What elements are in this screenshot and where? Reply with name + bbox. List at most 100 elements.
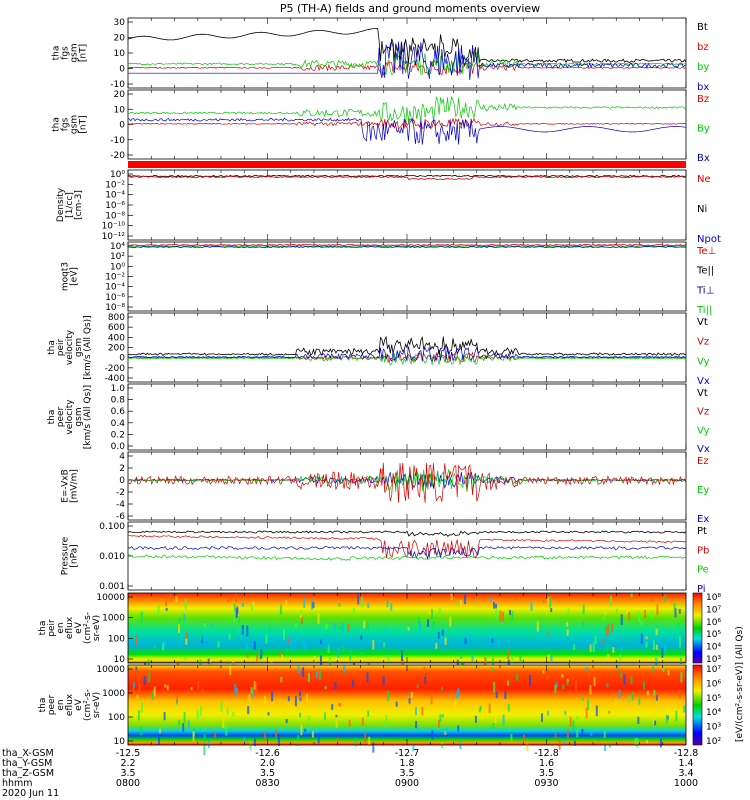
spectrogram-cell — [367, 623, 369, 632]
spectrogram-cell — [200, 706, 203, 716]
legend-Ez: Ez — [697, 456, 709, 467]
spectrogram-cell — [339, 703, 342, 707]
colorbar-tick: 10² — [706, 737, 721, 747]
legend-Bt: Bt — [697, 22, 708, 33]
spectrogram-cell — [372, 639, 375, 650]
legend-Pt: Pt — [697, 526, 707, 537]
spectrogram-cell — [297, 734, 299, 740]
spectrogram-cell — [283, 628, 285, 640]
spectrogram-cell — [184, 598, 187, 610]
spectrogram-cell — [456, 708, 459, 713]
spectrogram-cell — [158, 734, 160, 745]
spectrogram-cell — [674, 608, 677, 618]
spectrogram-cell — [507, 680, 510, 686]
panel-pressure: 0.100 0.010 0.001 Pressure [nPa] Pt Pb Pe Pi — [61, 521, 709, 595]
spectrogram-cell — [682, 658, 684, 662]
y-tick-label: -400 — [105, 374, 126, 384]
legend-By: By — [697, 124, 710, 135]
spectrogram-cell — [444, 637, 447, 645]
spectrogram-cell — [628, 696, 631, 703]
panel-peer_eflux: 10000 1000 100 10 tha peer en eflux eV (cm²-s-sr-… — [38, 664, 687, 756]
time-axis-value: -12.5 — [116, 748, 141, 759]
y-axis-label: [mV/m] — [70, 469, 80, 503]
spectrogram-cell — [655, 695, 658, 701]
spectrogram-cell — [401, 658, 404, 667]
spectrogram-cell — [339, 625, 342, 631]
spectrogram-cell — [593, 677, 596, 686]
legend-Ne: Ne — [697, 174, 711, 185]
y-axis-label: tha — [47, 340, 57, 355]
spectrogram-cell — [604, 611, 607, 615]
spectrogram-cell — [491, 667, 494, 672]
time-axis-value: 2.2 — [120, 758, 135, 769]
spectrogram-cell — [228, 633, 231, 640]
spectrogram-cell — [164, 640, 166, 648]
colorbar-tick: 10³ — [706, 655, 721, 665]
spectrogram-cell — [607, 654, 610, 659]
y-tick-label: 0 — [119, 121, 125, 131]
y-axis-label: [nT] — [79, 44, 89, 62]
spectrogram-cell — [427, 619, 430, 627]
spectrogram-cell — [491, 638, 494, 643]
spectrogram-cell — [424, 673, 427, 684]
spectrogram-cell — [383, 710, 386, 719]
spectrogram-cell — [359, 711, 362, 718]
spectrogram-cell — [507, 650, 509, 660]
spectrogram-cell — [335, 717, 338, 728]
y-tick-label: 0.010 — [99, 552, 125, 562]
y-axis-label: [1/cc] — [65, 192, 75, 218]
spectrogram-cell — [390, 603, 393, 611]
legend-Pe: Pe — [697, 565, 709, 576]
spectrogram-cell — [419, 710, 422, 714]
time-axis-value: 0930 — [534, 778, 558, 789]
spectrogram-cell — [616, 665, 619, 669]
y-tick-label: 1000 — [102, 614, 125, 624]
spectrogram-cell — [176, 695, 179, 703]
spectrogram-cell — [401, 650, 403, 662]
spectrogram-cell — [408, 698, 411, 704]
date-label: 2020 Jun 11 — [2, 788, 59, 799]
legend-Vy: Vy — [697, 425, 710, 436]
y-tick-label: 0.100 — [99, 522, 125, 532]
y-tick-label: 10² — [110, 252, 125, 262]
spectrogram-cell — [675, 710, 678, 722]
y-axis-label: tha — [38, 621, 48, 636]
legend-Vz: Vz — [697, 407, 709, 418]
spectrogram-cell — [190, 687, 193, 691]
spectrogram-cell — [132, 688, 135, 694]
y-tick-label: 600 — [108, 323, 125, 333]
spectrogram-cell — [677, 622, 680, 628]
spectrogram-cell — [313, 656, 316, 664]
y-tick-label: -4 — [116, 500, 125, 510]
spectrogram-cell — [183, 711, 186, 723]
spectrogram-cell — [141, 702, 143, 713]
y-tick-label: 10 — [114, 737, 126, 747]
spectrogram-cell — [395, 701, 398, 707]
spectrogram-cell — [509, 610, 511, 615]
spectrogram-cell — [201, 688, 204, 693]
y-tick-label: 800 — [108, 313, 125, 323]
series-lines — [127, 244, 687, 248]
spectrogram-cell — [640, 620, 643, 625]
spectrogram-cell — [645, 636, 648, 640]
spectrogram-cell — [603, 731, 606, 738]
spectrogram-cell — [232, 659, 235, 668]
spectrogram-cell — [547, 710, 550, 716]
spectrogram-cell — [576, 730, 579, 738]
spectrogram-cell — [550, 654, 553, 664]
spectrogram-cell — [491, 703, 494, 710]
spectrogram-cell — [574, 680, 577, 692]
spectrogram-cell — [441, 714, 444, 718]
panel-peir_eflux: 10000 1000 100 10 tha peir en eflux eV (cm²-s-sr-… — [38, 592, 687, 674]
spectrogram-cell — [335, 714, 338, 719]
spectrogram-cell — [655, 657, 658, 666]
y-tick-label: 10⁻¹² — [102, 232, 126, 242]
spectrogram-cell — [226, 660, 229, 664]
time-axis-value: 1.6 — [539, 758, 554, 769]
spectrogram-cell — [320, 655, 322, 665]
spectrogram-cell — [364, 732, 367, 744]
spectrogram-cell — [495, 608, 498, 620]
y-tick-label: -200 — [105, 364, 126, 374]
spectrogram-cell — [680, 657, 682, 664]
y-tick-label: 0 — [119, 65, 125, 75]
